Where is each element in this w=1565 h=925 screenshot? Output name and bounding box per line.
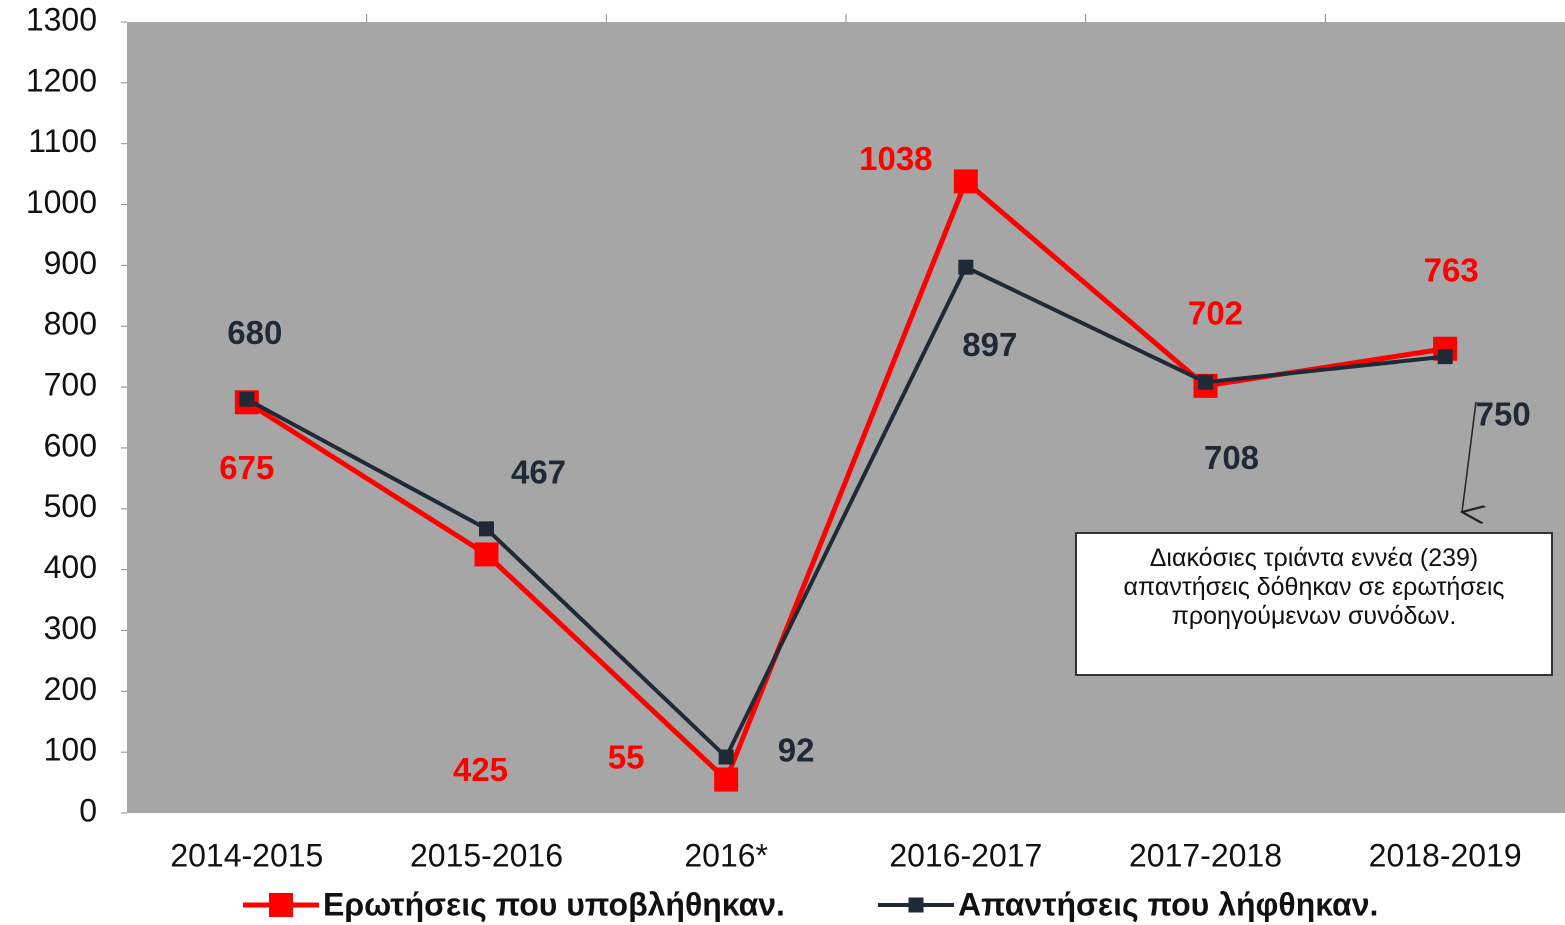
point <box>1437 349 1453 365</box>
y-tick-label: 0 <box>79 792 97 828</box>
y-tick-label: 1000 <box>26 184 97 220</box>
y-tick-label: 500 <box>44 488 97 524</box>
point <box>1198 374 1213 390</box>
y-tick-label: 400 <box>44 549 97 585</box>
value-label: 675 <box>219 449 274 486</box>
value-label: 897 <box>962 326 1017 363</box>
x-tick-label: 2017-2018 <box>1129 837 1282 873</box>
y-tick-label: 700 <box>44 367 97 403</box>
point <box>474 542 499 567</box>
point <box>714 767 739 792</box>
annotation: Διακόσιες τριάντα εννέα (239) απαντήσεις… <box>1075 532 1553 676</box>
value-label: 680 <box>227 314 282 351</box>
y-tick-label: 1100 <box>28 123 97 159</box>
point <box>479 521 494 537</box>
value-label: 425 <box>453 751 508 788</box>
x-tick-label: 2015-2016 <box>410 837 563 873</box>
value-label: 55 <box>608 738 645 775</box>
value-label: 1038 <box>859 140 932 177</box>
value-label: 702 <box>1188 295 1243 332</box>
legend-label: Απαντήσεις που λήφθηκαν. <box>958 886 1378 922</box>
x-tick-label: 2018-2019 <box>1369 837 1522 873</box>
x-tick-label: 2016-2017 <box>889 837 1042 873</box>
plot-area <box>127 22 1565 813</box>
x-tick-label: 2016* <box>684 837 768 873</box>
y-tick-label: 200 <box>44 671 97 707</box>
point <box>239 391 255 407</box>
value-label: 92 <box>778 732 815 769</box>
legend-label: Ερωτήσεις που υποβλήθηκαν. <box>323 886 785 922</box>
arrow <box>1462 401 1476 512</box>
legend-marker <box>908 897 924 913</box>
y-tick-label: 100 <box>44 732 97 768</box>
legend-marker <box>269 893 293 917</box>
x-tick-label: 2014-2015 <box>170 837 323 873</box>
point <box>718 749 734 765</box>
value-label: 708 <box>1204 439 1259 476</box>
y-tick-label: 900 <box>44 245 97 281</box>
value-label: 467 <box>511 454 566 491</box>
y-tick-label: 1300 <box>26 1 97 37</box>
y-tick-label: 800 <box>44 306 97 342</box>
point <box>958 259 974 275</box>
y-tick-label: 300 <box>44 610 97 646</box>
value-label: 763 <box>1424 251 1479 288</box>
y-tick-label: 1200 <box>26 62 97 98</box>
y-tick-label: 600 <box>44 427 97 463</box>
value-label: 750 <box>1476 395 1531 432</box>
point <box>953 169 978 194</box>
series-line <box>245 264 1446 761</box>
